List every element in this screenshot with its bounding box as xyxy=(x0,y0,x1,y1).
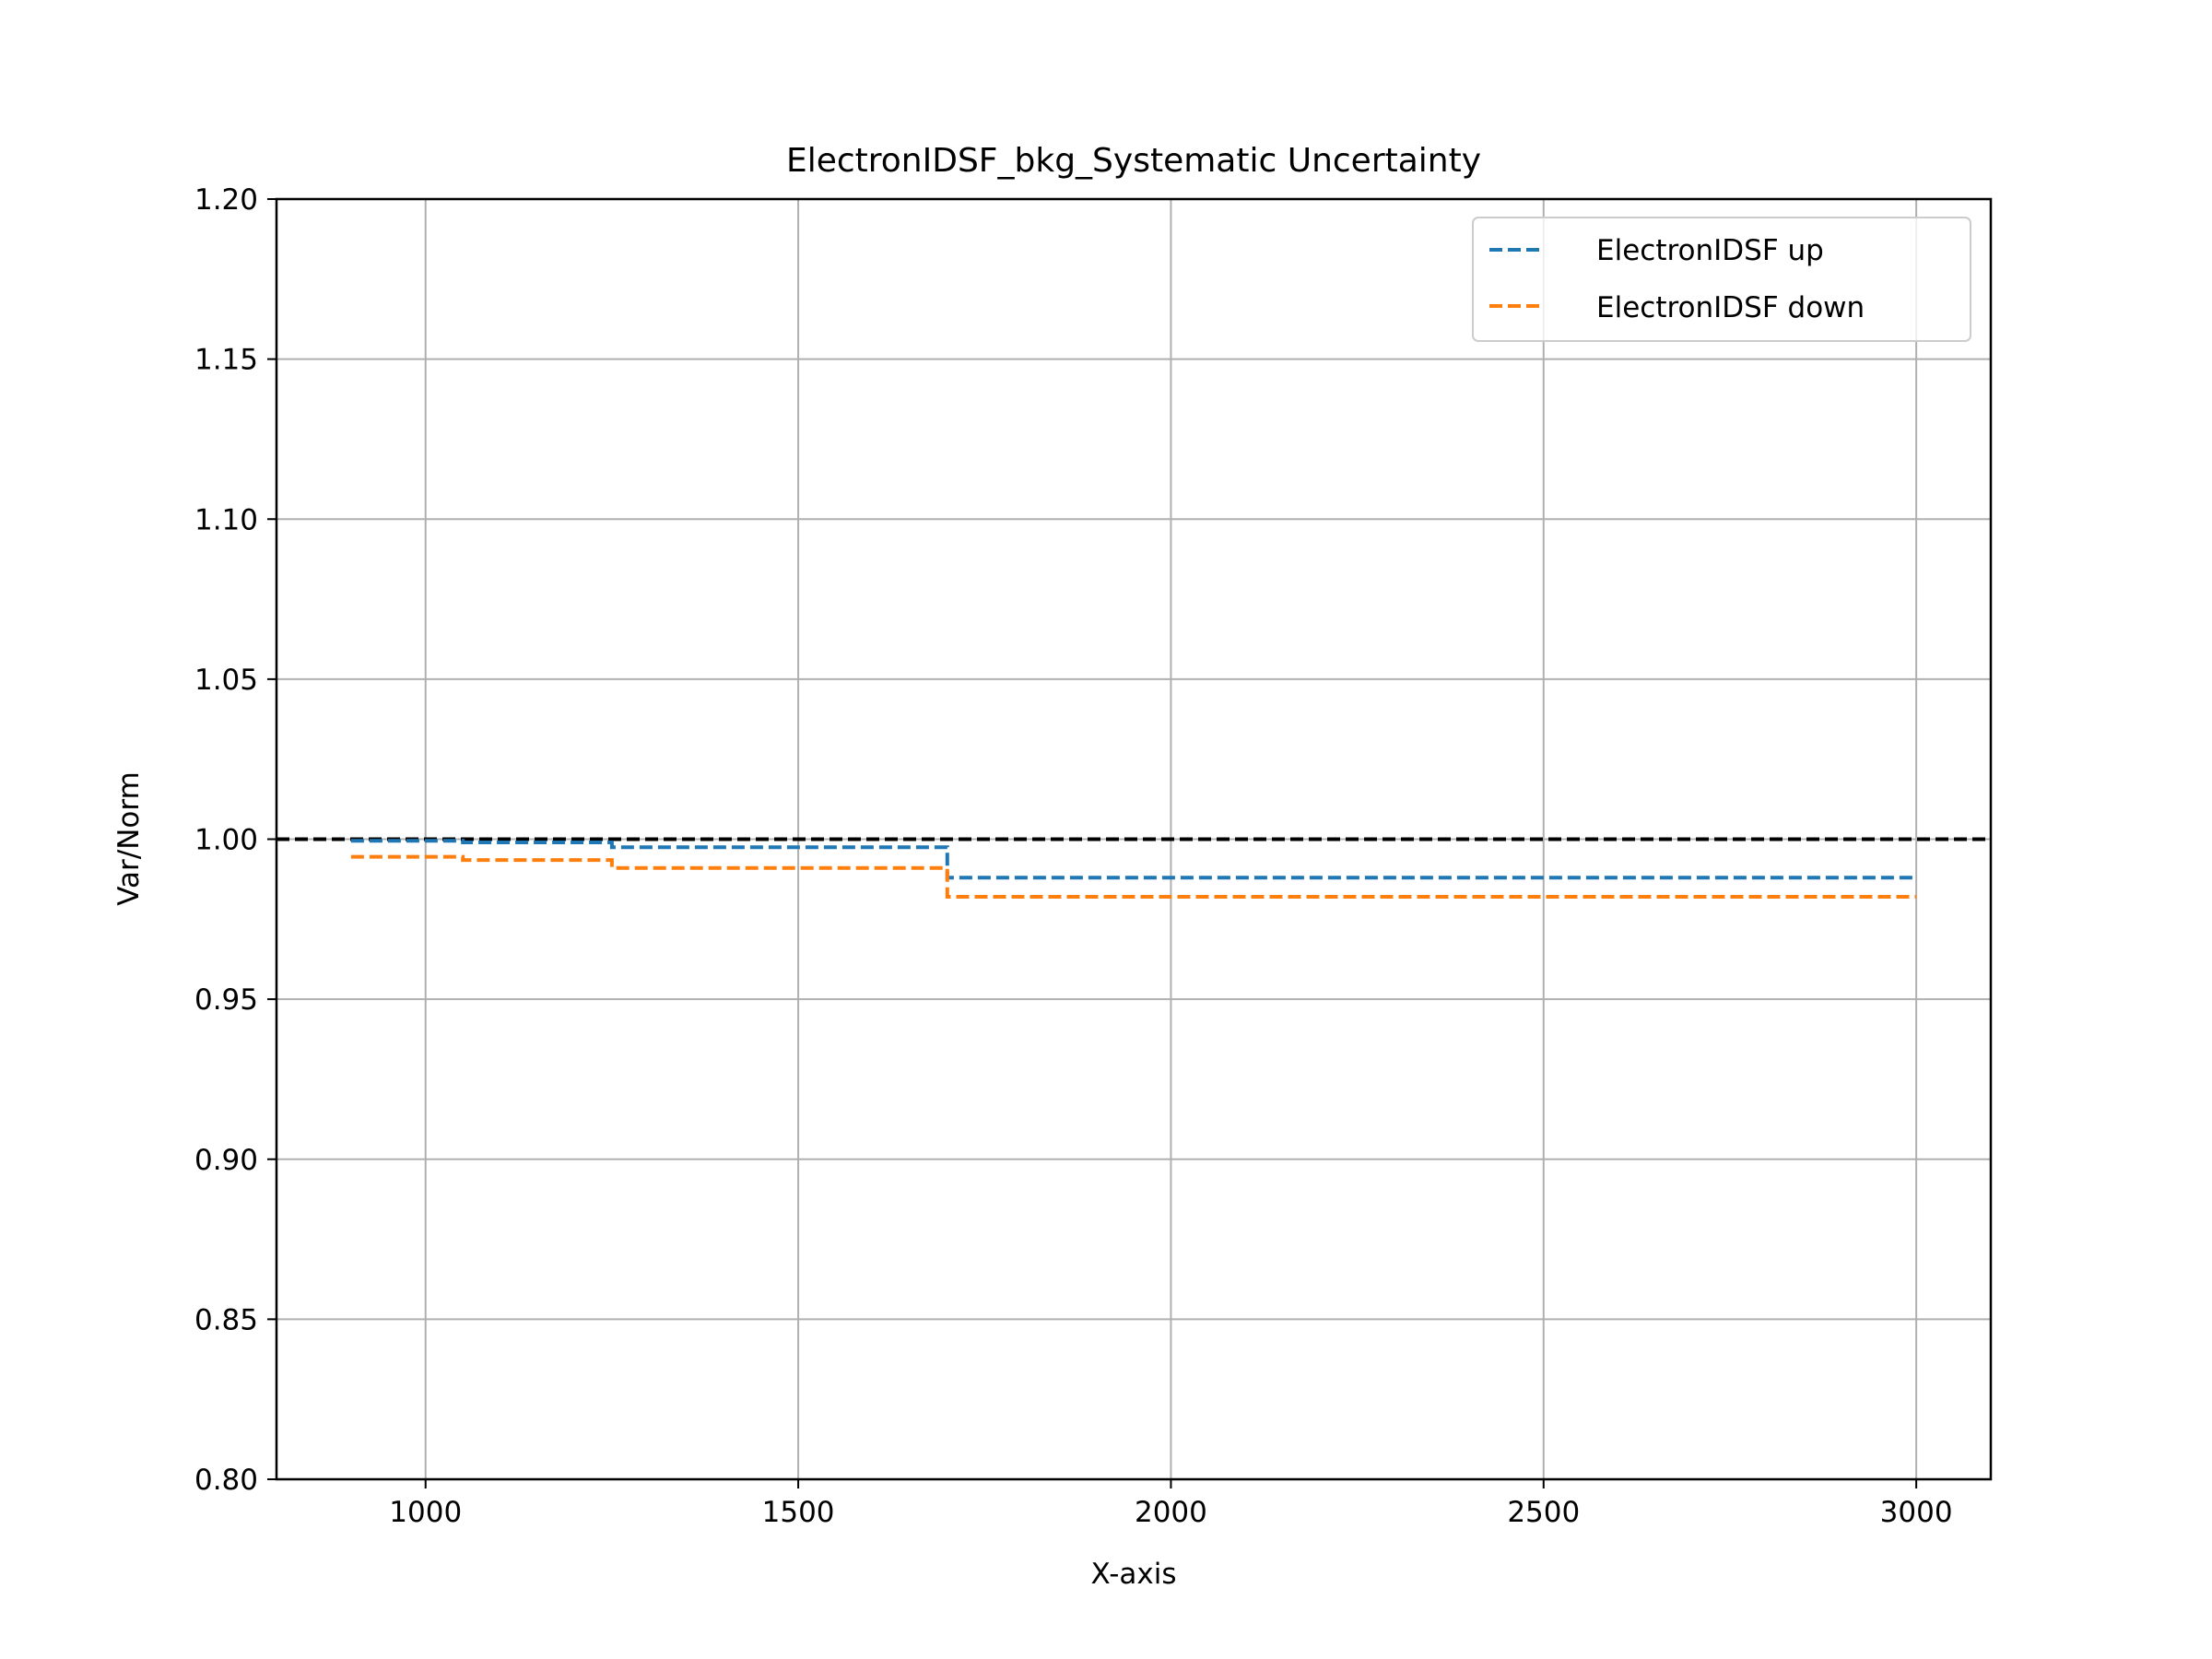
x-ticks: 1000 1500 2000 2500 3000 xyxy=(389,1479,1953,1529)
y-tick-label: 1.05 xyxy=(194,664,258,697)
legend-label-up: ElectronIDSF up xyxy=(1596,234,1824,267)
x-tick-label: 1500 xyxy=(762,1496,835,1529)
x-tick-label: 3000 xyxy=(1880,1496,1953,1529)
y-tick-label: 1.10 xyxy=(194,503,258,536)
y-tick-label: 0.85 xyxy=(194,1303,258,1336)
legend-label-down: ElectronIDSF down xyxy=(1596,291,1865,324)
legend: ElectronIDSF up ElectronIDSF down xyxy=(1472,217,1971,342)
x-axis-label: X-axis xyxy=(1091,1558,1177,1591)
series-line-1 xyxy=(350,854,1917,899)
legend-box xyxy=(1472,217,1971,342)
y-tick-label: 0.80 xyxy=(194,1464,258,1497)
y-tick-label: 0.90 xyxy=(194,1144,258,1177)
chart-title: ElectronIDSF_bkg_Systematic Uncertainty xyxy=(786,142,1481,180)
y-ticks: 0.80 0.85 0.90 0.95 1.00 1.05 1.10 1.15 1.20 xyxy=(194,183,276,1497)
y-axis-label: Var/Norm xyxy=(112,771,146,906)
x-tick-label: 1000 xyxy=(389,1496,462,1529)
x-tick-label: 2500 xyxy=(1507,1496,1580,1529)
x-tick-label: 2000 xyxy=(1135,1496,1207,1529)
y-tick-label: 0.95 xyxy=(194,983,258,1017)
y-tick-label: 1.20 xyxy=(194,183,258,217)
series-group xyxy=(350,839,1917,899)
y-tick-label: 1.15 xyxy=(194,344,258,377)
y-tick-label: 1.00 xyxy=(194,824,258,857)
